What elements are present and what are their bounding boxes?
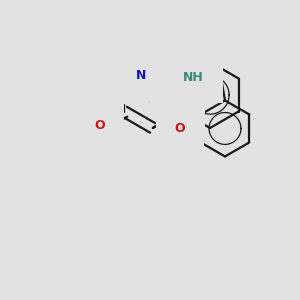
- Text: N: N: [168, 73, 179, 86]
- Text: NH: NH: [183, 71, 204, 84]
- Text: N: N: [120, 72, 130, 85]
- Text: N: N: [136, 69, 146, 82]
- Text: O: O: [175, 122, 185, 135]
- Text: O: O: [95, 119, 105, 132]
- Text: N: N: [176, 103, 187, 116]
